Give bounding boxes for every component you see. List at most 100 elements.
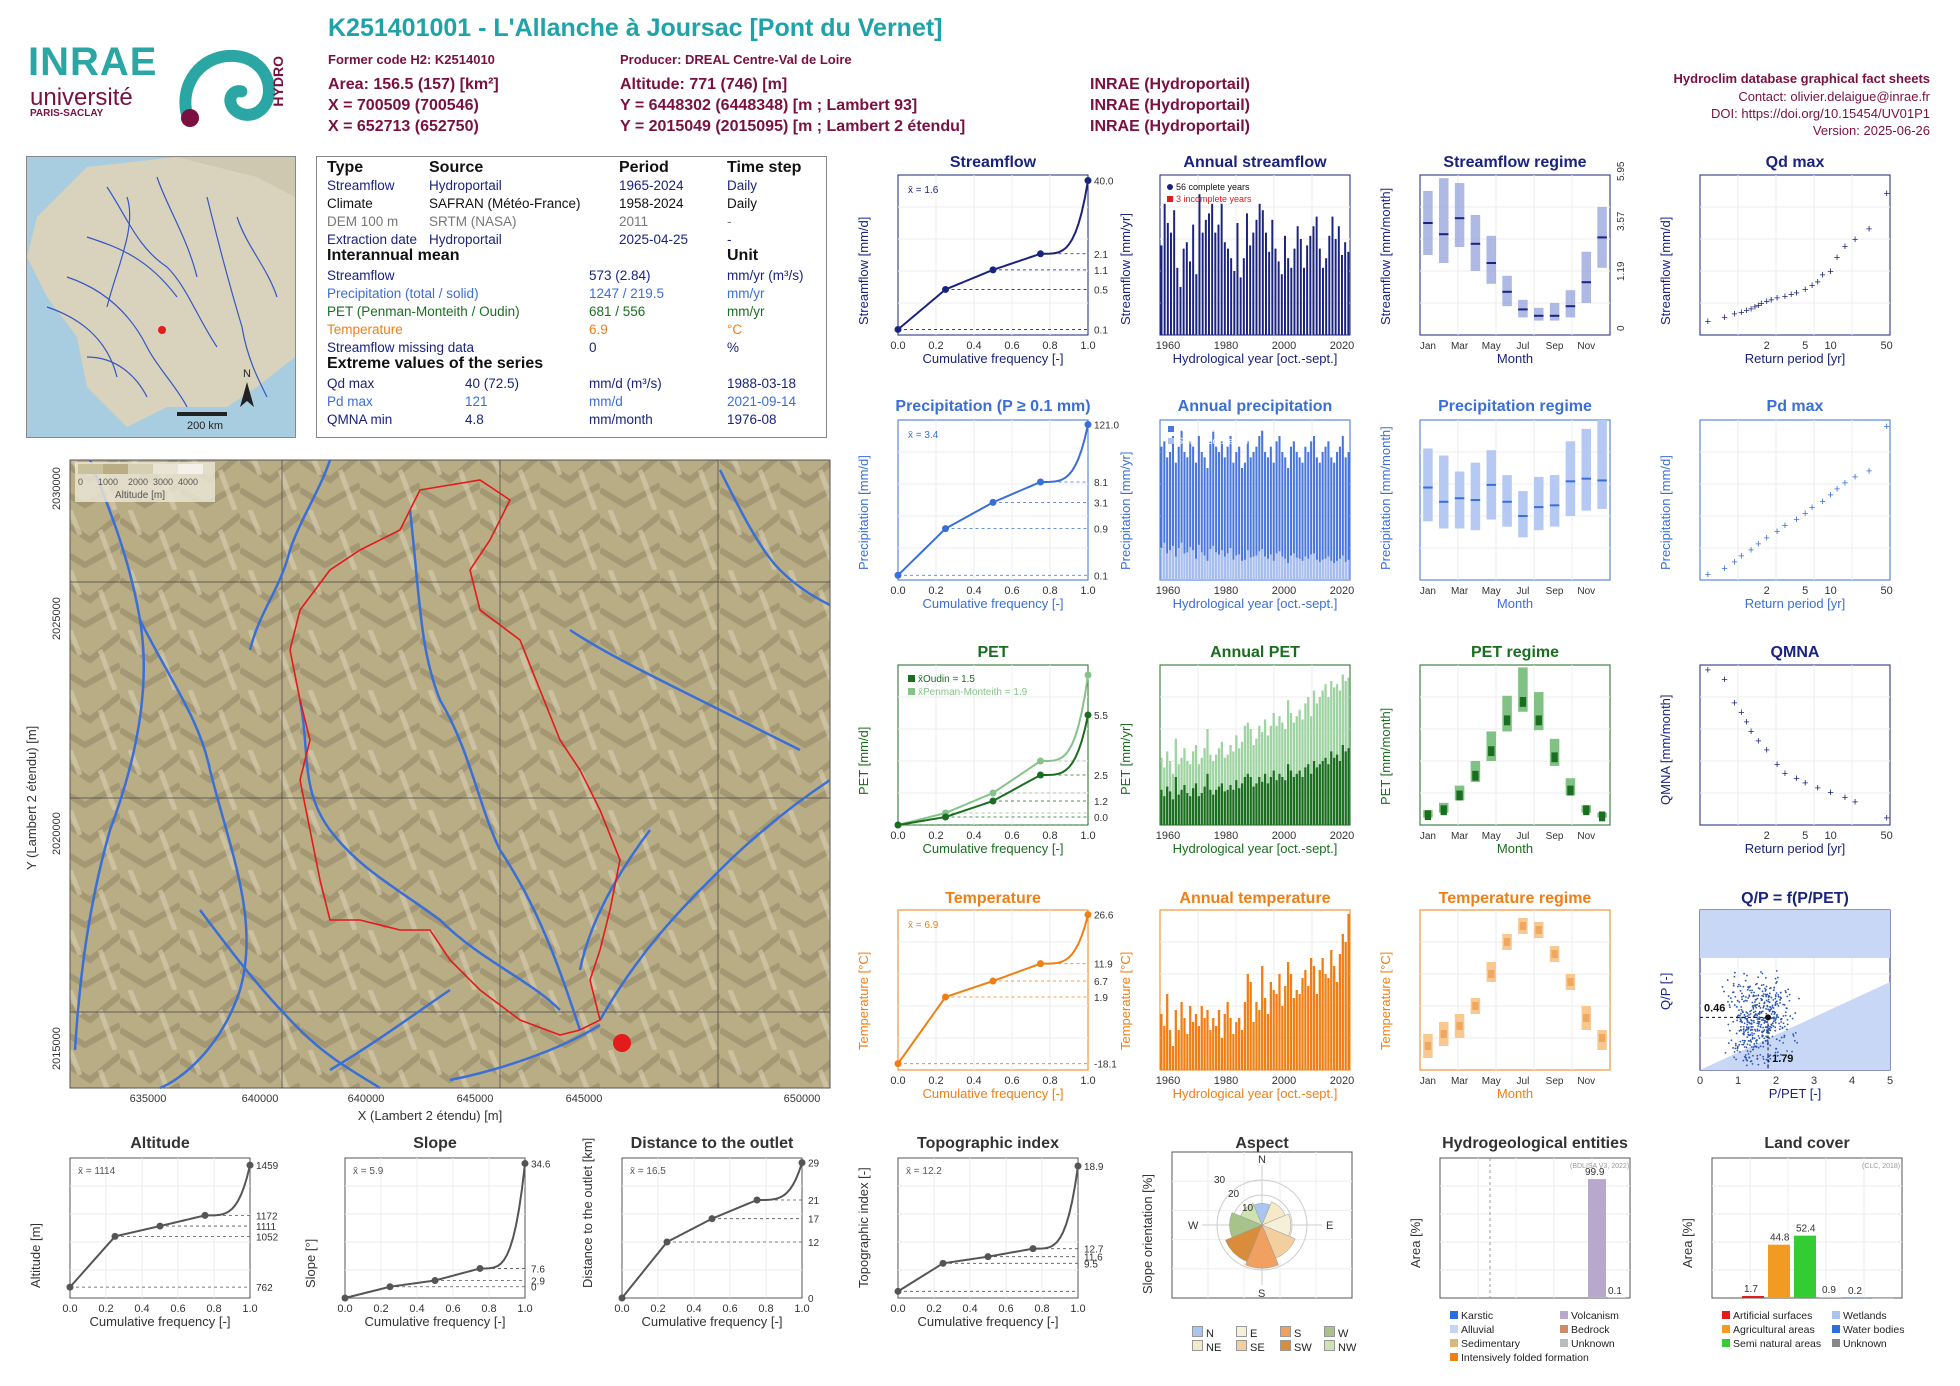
qp-point bbox=[1767, 998, 1770, 1001]
x-l93: X = 700509 (700546) bbox=[328, 97, 479, 114]
svg-text:645000: 645000 bbox=[566, 1093, 603, 1105]
qp-point bbox=[1783, 1025, 1786, 1028]
qp-point bbox=[1772, 1025, 1775, 1028]
solid-precip-bar bbox=[1307, 558, 1310, 580]
annual-bar bbox=[1223, 242, 1226, 335]
total-precip-bar bbox=[1272, 462, 1275, 580]
tick-label: May bbox=[1482, 831, 1501, 842]
total-precip-bar bbox=[1341, 436, 1344, 580]
right-tick: 0.1 bbox=[1094, 571, 1108, 582]
qp-point bbox=[1759, 1025, 1762, 1028]
tick-label: Jan bbox=[1420, 341, 1436, 352]
total-precip-bar bbox=[1330, 457, 1333, 580]
qp-point bbox=[1736, 1019, 1738, 1022]
chart-annual-precip: Total precipitation Solid precipitation 19… bbox=[1156, 419, 1354, 597]
annual-bar bbox=[1179, 287, 1182, 335]
oudin-bar bbox=[1272, 770, 1275, 825]
qp-point bbox=[1749, 1013, 1752, 1015]
oudin-bar bbox=[1235, 780, 1238, 825]
qp-point bbox=[1777, 1051, 1779, 1054]
total-precip-bar bbox=[1315, 457, 1318, 580]
oudin-bar bbox=[1200, 793, 1203, 825]
pm-bar bbox=[1226, 754, 1229, 825]
qp-point bbox=[1742, 1032, 1744, 1035]
tick-label: 0.0 bbox=[890, 1075, 905, 1087]
x-axis-label: Return period [yr] bbox=[1744, 351, 1846, 366]
tick-label: 0.2 bbox=[928, 1075, 943, 1087]
qp-point bbox=[1748, 1014, 1750, 1016]
qp-point bbox=[1734, 1044, 1737, 1047]
qp-point bbox=[1756, 1022, 1759, 1025]
annual-temp-bar bbox=[1269, 982, 1272, 1070]
aspect-tick: 20 bbox=[1228, 1189, 1240, 1200]
qp-point bbox=[1733, 975, 1736, 978]
regime-median bbox=[1440, 1030, 1447, 1038]
qp-point bbox=[1727, 1000, 1729, 1003]
solid-precip-bar bbox=[1241, 560, 1244, 580]
annual-temp-bar bbox=[1240, 1030, 1244, 1070]
qmna-point: + bbox=[1731, 698, 1737, 710]
regime-median bbox=[1472, 1002, 1479, 1010]
oudin-bar bbox=[1252, 786, 1255, 825]
total-precip-bar bbox=[1192, 446, 1195, 580]
quantile-point bbox=[798, 1159, 806, 1167]
solid-precip-bar bbox=[1189, 546, 1192, 580]
pd-point: + bbox=[1755, 538, 1761, 550]
pm-bar bbox=[1333, 687, 1336, 825]
pd-point: + bbox=[1764, 532, 1770, 544]
pm-bar bbox=[1203, 748, 1206, 825]
total-precip-bar bbox=[1269, 446, 1272, 580]
tick-label: 0.0 bbox=[890, 340, 905, 352]
right-tick: 11.6 bbox=[1084, 1253, 1103, 1264]
qp-point bbox=[1774, 1051, 1777, 1054]
qd-point: + bbox=[1834, 252, 1840, 264]
qp-point bbox=[1764, 976, 1767, 979]
y-axis-label: PET [mm/yr] bbox=[1118, 723, 1133, 795]
qp-point bbox=[1760, 971, 1762, 973]
qp-point bbox=[1762, 1034, 1764, 1037]
tick-label: 1980 bbox=[1214, 340, 1238, 352]
qp-point bbox=[1769, 1005, 1771, 1008]
solid-precip-bar bbox=[1177, 548, 1180, 580]
right-tick: 18.9 bbox=[1084, 1162, 1104, 1173]
qp-point bbox=[1771, 1011, 1774, 1013]
qp-point bbox=[1763, 1029, 1766, 1031]
qp-point bbox=[1757, 994, 1760, 997]
qp-point bbox=[1779, 1028, 1781, 1030]
annual-bar bbox=[1334, 239, 1337, 335]
tick-label: 0.6 bbox=[998, 1303, 1013, 1315]
tick-label: 2000 bbox=[1272, 585, 1296, 597]
qp-point bbox=[1756, 1058, 1759, 1060]
mean-label: x̄ = 3.4 bbox=[908, 430, 939, 441]
tick-label: 0 bbox=[1697, 1075, 1703, 1087]
pd-point: + bbox=[1827, 490, 1833, 502]
qp-point bbox=[1768, 992, 1771, 995]
qp-point bbox=[1784, 989, 1787, 992]
tick-label: 5 bbox=[1802, 585, 1808, 597]
qp-point bbox=[1737, 983, 1740, 986]
tick-label: 50 bbox=[1881, 830, 1893, 842]
qp-point bbox=[1780, 1021, 1783, 1023]
oudin-bar bbox=[1330, 751, 1333, 825]
qp-point bbox=[1744, 1054, 1747, 1056]
qp-point bbox=[1750, 1026, 1753, 1028]
qp-point bbox=[1751, 1025, 1754, 1028]
pm-bar bbox=[1197, 764, 1201, 825]
qp-point bbox=[1786, 1050, 1788, 1052]
solid-precip-bar bbox=[1203, 555, 1206, 580]
annual-temp-bar bbox=[1229, 1018, 1232, 1070]
solid-precip-bar bbox=[1206, 560, 1209, 580]
annual-temp-bar bbox=[1183, 1018, 1186, 1070]
qp-point bbox=[1773, 1010, 1776, 1013]
annual-bar bbox=[1201, 232, 1204, 335]
qp-point bbox=[1738, 1051, 1741, 1053]
qp-point bbox=[1750, 1019, 1753, 1021]
total-precip-bar bbox=[1226, 446, 1229, 580]
solid-precip-bar bbox=[1160, 548, 1163, 580]
tick-label: 1.0 bbox=[517, 1303, 532, 1315]
tick-label: 1980 bbox=[1214, 830, 1238, 842]
qp-point bbox=[1751, 1036, 1754, 1039]
x-axis-label: Hydrological year [oct.-sept.] bbox=[1172, 351, 1338, 366]
qp-point bbox=[1779, 999, 1781, 1001]
qp-point bbox=[1781, 1027, 1784, 1030]
